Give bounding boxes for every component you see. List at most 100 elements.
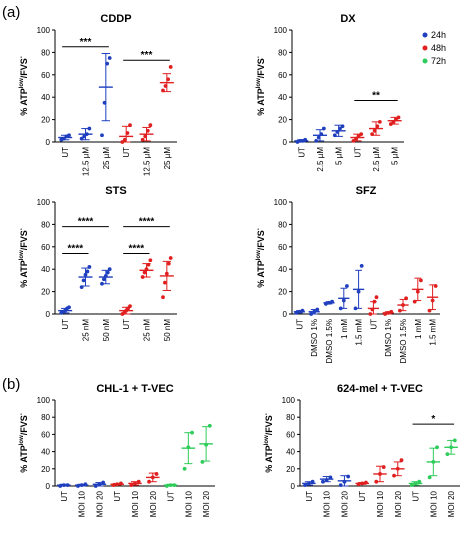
- data-point: [303, 137, 308, 142]
- x-tick-label: 12.5 µM: [143, 147, 152, 176]
- data-point: [409, 483, 414, 488]
- y-axis-label-main: % ATP: [19, 260, 29, 288]
- x-tick-label: 50 nM: [163, 319, 172, 342]
- legend-label: 24h: [431, 30, 446, 40]
- data-point: [316, 135, 321, 140]
- x-tick-label: UT: [61, 147, 70, 158]
- data-point: [297, 309, 302, 314]
- x-tick-label: 1.5 mM: [355, 319, 364, 346]
- data-point: [332, 133, 337, 138]
- x-tick-label: UT: [297, 147, 306, 158]
- data-point: [61, 483, 66, 488]
- y-axis-label-tail-sup: -: [264, 413, 270, 415]
- data-point: [430, 298, 435, 303]
- x-tick-label: 1.5 mM: [429, 319, 438, 346]
- data-point: [166, 77, 171, 82]
- y-tick-label: 20: [278, 116, 287, 125]
- y-tick-label: 80: [41, 220, 50, 229]
- y-axis-label-main: % ATP: [256, 260, 266, 288]
- data-point: [364, 480, 368, 485]
- significance-label: ***: [141, 50, 153, 61]
- data-point: [353, 306, 358, 311]
- data-point: [335, 130, 340, 134]
- data-point: [324, 478, 329, 482]
- data-point: [398, 308, 402, 313]
- y-tick-label: 0: [46, 138, 51, 147]
- data-point: [412, 299, 417, 304]
- x-tick-label: 25 µM: [102, 147, 111, 170]
- significance-label: ***: [80, 37, 92, 48]
- data-point: [391, 119, 396, 124]
- significance-label: ****: [139, 217, 155, 228]
- data-point: [144, 267, 149, 272]
- y-axis-label-tail: /FVS: [19, 415, 29, 435]
- y-tick-label: 80: [41, 48, 50, 57]
- y-axis-label-main: % ATP: [256, 88, 266, 116]
- data-point: [356, 482, 361, 487]
- y-tick-label: 100: [274, 26, 288, 35]
- significance-label: **: [372, 91, 380, 102]
- data-point: [374, 295, 379, 300]
- x-tick-label: UT: [412, 491, 421, 502]
- data-point: [163, 280, 167, 285]
- data-point: [65, 483, 70, 488]
- legend-label: 48h: [431, 43, 446, 53]
- data-point: [394, 117, 398, 122]
- panel-label-b: (b): [2, 376, 21, 393]
- data-point: [161, 295, 165, 300]
- significance-label: ****: [68, 244, 84, 255]
- y-tick-label: 60: [278, 243, 287, 252]
- data-point: [142, 270, 147, 275]
- x-tick-label: 2.5 µM: [316, 147, 325, 172]
- y-tick-label: 80: [278, 48, 287, 57]
- data-point: [370, 307, 375, 312]
- legend-marker: [422, 32, 428, 38]
- x-tick-label: 1 mM: [414, 319, 423, 339]
- significance-label: ****: [129, 244, 145, 255]
- y-tick-label: 40: [41, 265, 50, 274]
- data-point: [395, 466, 400, 471]
- data-point: [449, 445, 454, 450]
- data-point: [351, 138, 356, 143]
- data-point: [87, 126, 92, 131]
- data-point: [372, 299, 377, 304]
- x-tick-label: DMSO 1.5%: [325, 319, 334, 363]
- data-point: [310, 479, 315, 484]
- y-tick-label: 40: [41, 448, 50, 457]
- data-point: [300, 308, 305, 313]
- x-tick-label: UT: [122, 147, 131, 158]
- y-tick-label: 100: [37, 396, 51, 405]
- data-point: [340, 124, 345, 129]
- y-axis-label-tail: /FVS: [19, 230, 29, 250]
- y-axis-label-sup: low: [256, 78, 262, 88]
- chart-title: 624-mel + T-VEC: [337, 383, 423, 395]
- data-point: [83, 482, 88, 487]
- y-tick-label: 20: [286, 465, 295, 474]
- data-point: [166, 261, 171, 266]
- data-point: [115, 482, 120, 487]
- chart-4: CHL-1 + T-VEC 0 20 40 60 80 100 % ATPlow/FVS- UT…: [19, 383, 215, 517]
- data-point: [105, 270, 110, 275]
- data-point: [356, 289, 361, 294]
- y-axis-label: % ATPlow/FVS-: [256, 56, 266, 116]
- x-tick-label: 5 µM: [335, 147, 344, 165]
- data-point: [103, 274, 108, 278]
- data-point: [360, 481, 365, 486]
- data-point: [427, 475, 432, 480]
- y-tick-label: 60: [41, 243, 50, 252]
- y-tick-label: 20: [278, 288, 287, 297]
- data-point: [435, 445, 439, 450]
- legend-marker: [422, 45, 428, 51]
- data-point: [341, 298, 346, 303]
- y-axis-label-tail: /FVS: [19, 58, 29, 78]
- x-tick-label: UT: [60, 491, 69, 502]
- data-point: [303, 483, 308, 488]
- data-point: [119, 481, 123, 486]
- x-tick-label: 50 nM: [102, 319, 111, 342]
- data-point: [140, 137, 145, 142]
- y-tick-label: 0: [291, 482, 296, 491]
- data-point: [107, 56, 112, 60]
- data-point: [381, 465, 386, 469]
- chart-5: 624-mel + T-VEC 0 20 40 60 80 100 % ATPlow/FVS-…: [264, 383, 460, 517]
